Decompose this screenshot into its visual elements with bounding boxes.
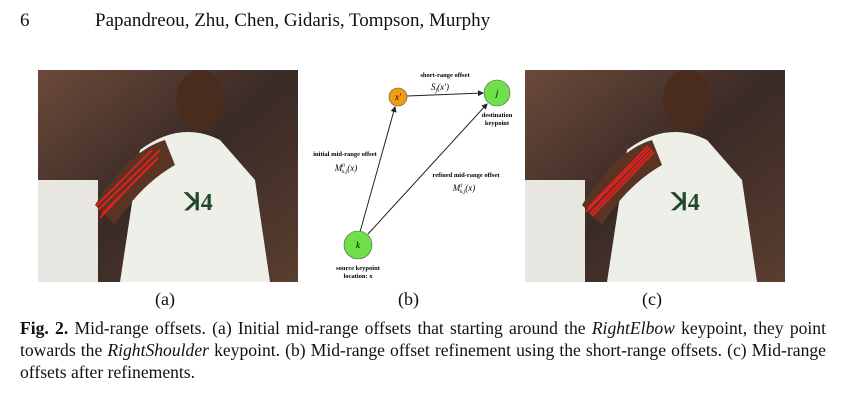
svg-text:ꓘ4: ꓘ4 [670, 190, 700, 216]
node-xprime [388, 87, 408, 107]
node-caption: source keypoint [336, 265, 381, 272]
caption-text: Mid-range offsets. (a) Initial mid-range… [74, 318, 592, 338]
subfigure-label: (a) [155, 289, 175, 309]
edge-label: initial mid-range offset [313, 151, 377, 158]
authors: Papandreou, Zhu, Chen, Gidaris, Tompson,… [95, 10, 491, 31]
caption-text: keypoint, they point towards the [20, 318, 826, 360]
node-label: k [356, 240, 361, 250]
diagram: x' j k short-range offset Sj(x') destina… [313, 72, 513, 280]
node-k [343, 230, 373, 260]
edge-label: refined mid-range offset [432, 172, 500, 179]
node-caption: keypoint [485, 120, 510, 127]
caption-term: RightElbow [591, 318, 675, 338]
node-j [483, 79, 511, 107]
node-caption: location: x [343, 273, 373, 280]
photo-c: ꓘ4 [525, 70, 785, 282]
caption-text: keypoint. (b) Mid-range offset refinemen… [20, 340, 826, 382]
edge-formula: M1 k,j(x) [452, 183, 476, 195]
subfigure-label: (c) [642, 289, 662, 309]
svg-text:ꓘ4: ꓘ4 [183, 190, 213, 216]
edge-formula: Sj(x') [431, 82, 449, 94]
caption: Fig. 2. Mid-range offsets. (a) Initial m… [20, 317, 826, 383]
arrow-refined [367, 103, 488, 235]
caption-term: RightShoulder [107, 340, 209, 360]
caption-label: Fig. 2. [20, 318, 69, 338]
subfigure-label: (b) [398, 289, 419, 309]
node-caption: destination [482, 112, 513, 119]
edge-formula: M0 k,j(x) [334, 163, 358, 175]
node-label: x' [394, 92, 402, 102]
photo-a: ꓘ4 [38, 70, 298, 282]
page-number: 6 [20, 10, 30, 31]
arrow-initial [359, 106, 397, 233]
arrow-short [406, 90, 484, 97]
edge-label: short-range offset [420, 72, 470, 79]
node-label: j [495, 88, 499, 98]
